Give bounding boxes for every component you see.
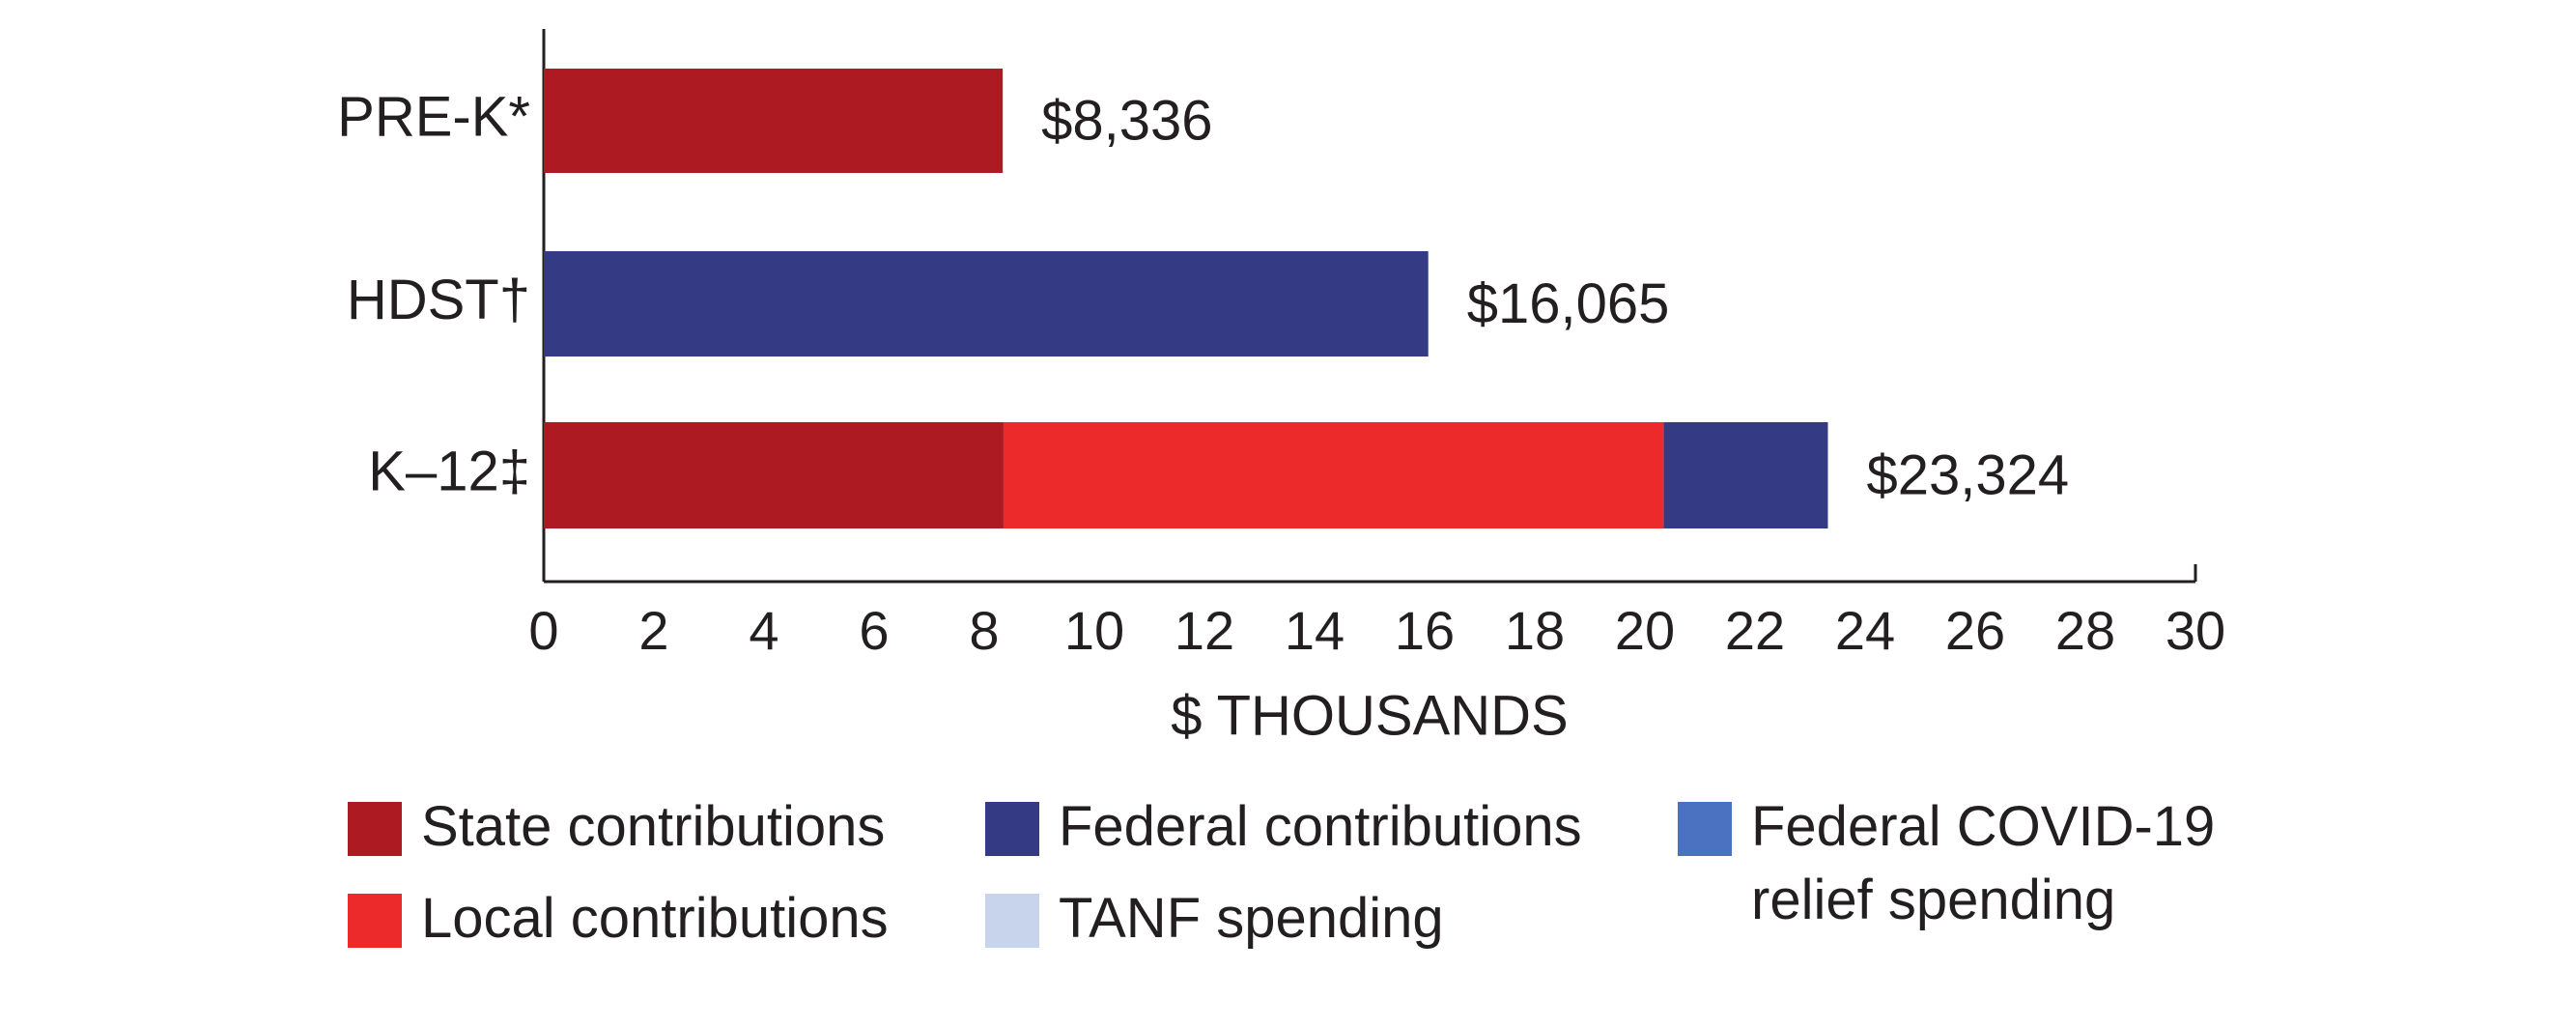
bar-segment: [1003, 422, 1664, 528]
legend-label: TANF spending: [1059, 887, 1444, 950]
x-axis-title: $ THOUSANDS: [1171, 684, 1568, 747]
x-tick-label: 24: [1835, 600, 1895, 661]
x-tick-label: 12: [1175, 600, 1234, 661]
legend-label: State contributions: [421, 795, 886, 858]
x-tick-label: 26: [1945, 600, 2005, 661]
x-tick-label: 2: [638, 600, 668, 661]
bar-segment: [544, 69, 1004, 173]
legend-swatch: [348, 802, 402, 856]
x-tick-label: 28: [2055, 600, 2115, 661]
legend-label: Local contributions: [421, 887, 889, 950]
x-tick-label: 16: [1395, 600, 1455, 661]
category-label: HDST†: [347, 269, 530, 331]
total-label: $8,336: [1041, 89, 1212, 152]
legend-label: Federal contributions: [1059, 795, 1582, 858]
x-tick-label: 10: [1064, 600, 1124, 661]
legend-item: TANF spending: [1059, 887, 1444, 950]
x-tick-label: 14: [1285, 600, 1345, 661]
legend-swatch: [348, 894, 402, 948]
x-tick-label: 30: [2166, 600, 2225, 661]
total-label: $23,324: [1866, 443, 2069, 506]
x-tick-label: 22: [1725, 600, 1785, 661]
category-label: PRE-K*: [337, 85, 530, 148]
x-tick-label: 18: [1505, 600, 1565, 661]
bar-segment: [1663, 422, 1828, 528]
legend-item: State contributions: [421, 795, 886, 858]
legend-swatch: [985, 802, 1039, 856]
x-tick-label: 20: [1615, 600, 1675, 661]
category-label: K–12‡: [368, 440, 530, 502]
legend-item: Local contributions: [421, 887, 889, 950]
x-tick-label: 0: [528, 600, 558, 661]
legend-swatch: [985, 894, 1039, 948]
legend-item: Federal contributions: [1059, 795, 1582, 858]
bar-segment: [544, 251, 1429, 357]
legend-swatch: [1678, 802, 1732, 856]
legend-item: Federal COVID-19 relief spending: [1751, 795, 2216, 931]
x-tick-label: 8: [969, 600, 999, 661]
total-label: $16,065: [1467, 272, 1670, 335]
x-tick-label: 4: [749, 600, 778, 661]
bar-segment: [544, 422, 1004, 528]
x-tick-label: 6: [859, 600, 889, 661]
legend-label: Federal COVID-19 relief spending: [1751, 795, 2216, 931]
